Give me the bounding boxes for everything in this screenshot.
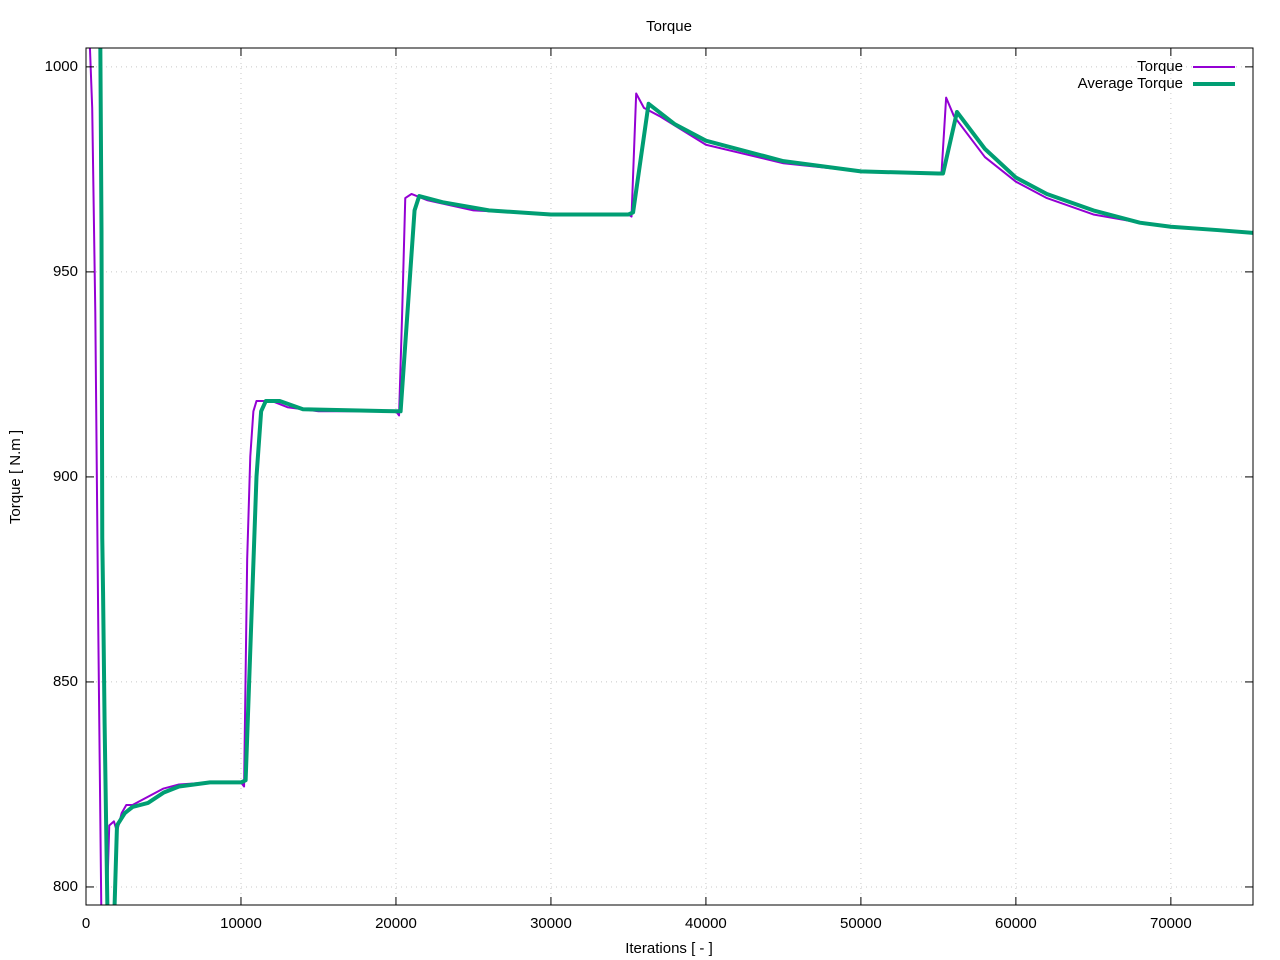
- legend-label: Torque: [1137, 58, 1183, 75]
- chart-title: Torque: [646, 18, 692, 35]
- legend-label: Average Torque: [1078, 75, 1183, 92]
- x-tick-label: 10000: [220, 915, 262, 932]
- x-tick-label: 70000: [1150, 915, 1192, 932]
- plot-area: [88, 48, 1253, 905]
- x-tick-label: 30000: [530, 915, 572, 932]
- x-tick-label: 0: [82, 915, 90, 932]
- y-tick-label: 950: [53, 263, 78, 280]
- x-axis-label: Iterations [ - ]: [625, 940, 713, 957]
- y-tick-label: 1000: [45, 58, 78, 75]
- y-tick-label: 800: [53, 878, 78, 895]
- x-tick-label: 20000: [375, 915, 417, 932]
- x-tick-label: 60000: [995, 915, 1037, 932]
- grid: [85, 48, 1253, 905]
- x-tick-label: 50000: [840, 915, 882, 932]
- data-line: [88, 48, 1253, 905]
- data-line: [98, 48, 1253, 905]
- x-tick-label: 40000: [685, 915, 727, 932]
- y-tick-label: 900: [53, 468, 78, 485]
- y-axis-label: Torque [ N.m ]: [7, 430, 24, 524]
- y-tick-label: 850: [53, 673, 78, 690]
